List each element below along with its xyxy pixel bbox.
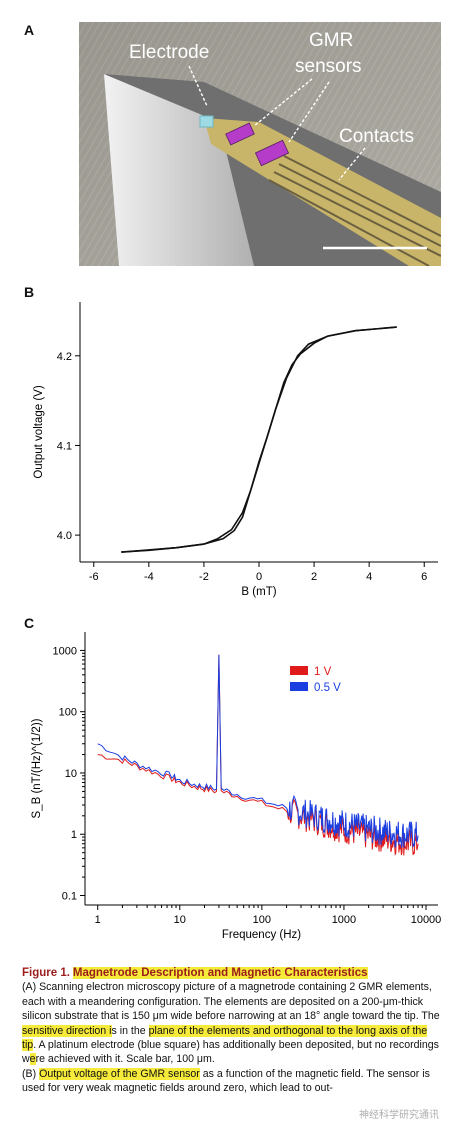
- y-tick-label: 4.1: [57, 440, 72, 452]
- caption-panel-b: (B) Output voltage of the GMR sensor as …: [22, 1067, 430, 1095]
- watermark: 神经科学研究通讯: [359, 1110, 439, 1121]
- x-tick-label: -2: [199, 571, 209, 583]
- x-tick-label: 10: [174, 914, 186, 926]
- label-contacts: Contacts: [339, 126, 414, 147]
- caption-title-line: Figure 1. Magnetrode Description and Mag…: [22, 966, 442, 980]
- gmr-sensor-elements: [225, 122, 290, 167]
- x-tick-label: 2: [311, 571, 317, 583]
- y-tick-label: 100: [59, 707, 77, 719]
- x-tick-label: -4: [144, 571, 154, 583]
- hysteresis-branch-2: [121, 326, 397, 553]
- label-electrode: Electrode: [129, 42, 209, 63]
- panel-c-letter: C: [24, 615, 35, 631]
- legend-swatch-1: [290, 666, 308, 675]
- x-tick-label: 10000: [411, 914, 442, 926]
- x-axis-label: B (mT): [241, 586, 276, 598]
- legend-label-2: 0.5 V: [314, 682, 341, 694]
- x-tick-label: 4: [366, 571, 372, 583]
- y-tick-label: 1000: [53, 645, 77, 657]
- label-gmr-line2: sensors: [295, 56, 362, 77]
- x-tick-label: 0: [256, 571, 262, 583]
- x-tick-label: 6: [421, 571, 427, 583]
- y-tick-label: 4.0: [57, 530, 72, 542]
- y-axis-label: Output voltage (V): [33, 385, 45, 478]
- output-voltage-chart: -6 -4 -2 0 2 4 6 4.0 4.1 4.2 B (mT) Output voltage …: [33, 302, 438, 598]
- legend-swatch-2: [290, 682, 308, 691]
- series-2-line: [97, 654, 419, 849]
- panel-a-letter: A: [24, 22, 35, 38]
- y-tick-label: 10: [65, 768, 77, 780]
- x-tick-label: -6: [89, 571, 99, 583]
- hysteresis-branch-1: [121, 326, 397, 553]
- figure-caption: Figure 1. Magnetrode Description and Mag…: [22, 966, 442, 1096]
- noise-spectrum-chart: 1 10 100 1000 10000 0.1 1 10 100 1000 Frequency (H…: [31, 632, 442, 941]
- panel-b-letter: B: [24, 284, 35, 300]
- x-tick-label: 1: [95, 914, 101, 926]
- x-tick-label: 1000: [332, 914, 356, 926]
- legend-label-1: 1 V: [314, 666, 332, 678]
- sem-micrograph: Electrode GMR sensors Contacts: [79, 22, 441, 266]
- x-axis-label: Frequency (Hz): [222, 929, 301, 941]
- y-axis-label: S_B (nT/(Hz)^(1/2)): [31, 718, 43, 818]
- label-gmr-line1: GMR: [309, 30, 353, 51]
- y-tick-label: 1: [71, 829, 77, 841]
- caption-title: Magnetrode Description and Magnetic Char…: [72, 967, 368, 979]
- y-tick-label: 4.2: [57, 351, 72, 363]
- y-tick-label: 0.1: [62, 891, 77, 903]
- caption-panel-a: (A) Scanning electron microscopy picture…: [22, 981, 440, 1066]
- caption-figure-number: Figure 1.: [22, 967, 70, 979]
- contact-traces: [268, 155, 441, 266]
- platinum-electrode: [199, 115, 214, 128]
- x-tick-label: 100: [253, 914, 271, 926]
